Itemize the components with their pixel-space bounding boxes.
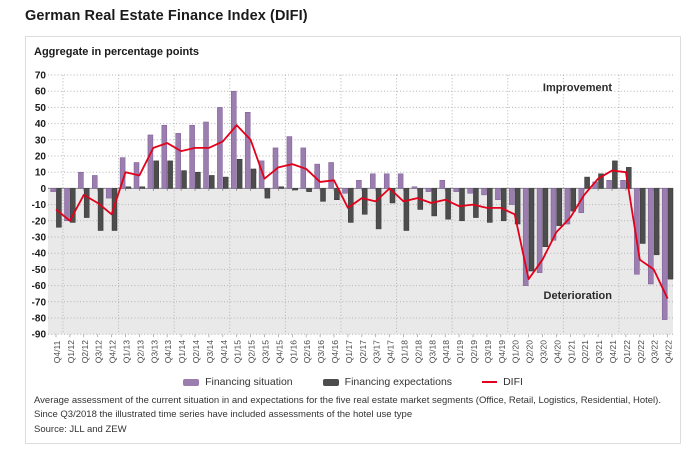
svg-text:Q1/13: Q1/13 bbox=[122, 340, 132, 363]
chart-legend: Financing situation Financing expectatio… bbox=[26, 376, 680, 388]
svg-text:Q3/20: Q3/20 bbox=[539, 340, 549, 363]
svg-text:-50: -50 bbox=[32, 265, 46, 276]
difi-chart: 70 60 50 40 30 20 10 0 -10 -20 -30 -40 -50 -60 -70 -80 -… bbox=[32, 71, 674, 364]
legend-label: DIFI bbox=[503, 376, 523, 388]
svg-text:Q4/13: Q4/13 bbox=[163, 340, 173, 363]
svg-text:Q3/15: Q3/15 bbox=[261, 340, 271, 363]
svg-text:Q3/19: Q3/19 bbox=[483, 340, 493, 363]
svg-text:Q2/15: Q2/15 bbox=[247, 340, 257, 363]
deterioration-label: Deterioration bbox=[544, 290, 613, 302]
legend-label: Financing situation bbox=[205, 376, 293, 388]
svg-text:Q3/13: Q3/13 bbox=[149, 340, 159, 363]
svg-text:Q4/22: Q4/22 bbox=[664, 340, 674, 363]
svg-text:Q1/16: Q1/16 bbox=[288, 340, 298, 363]
svg-text:Q3/22: Q3/22 bbox=[650, 340, 660, 363]
page-title: German Real Estate Finance Index (DIFI) bbox=[25, 8, 308, 24]
svg-text:-70: -70 bbox=[32, 297, 46, 308]
svg-text:-40: -40 bbox=[32, 249, 46, 260]
svg-text:Q3/16: Q3/16 bbox=[316, 340, 326, 363]
svg-text:Q2/19: Q2/19 bbox=[469, 340, 479, 363]
svg-text:40: 40 bbox=[35, 119, 47, 130]
legend-item-financing-situation: Financing situation bbox=[183, 376, 293, 388]
chart-subtitle: Aggregate in percentage points bbox=[34, 46, 200, 58]
svg-text:-10: -10 bbox=[32, 200, 46, 211]
financing-situation-swatch bbox=[183, 378, 200, 386]
legend-label: Financing expectations bbox=[344, 376, 453, 388]
svg-text:-20: -20 bbox=[32, 216, 46, 227]
legend-item-financing-expectations: Financing expectations bbox=[322, 376, 453, 388]
svg-text:Q4/15: Q4/15 bbox=[274, 340, 284, 363]
svg-text:-60: -60 bbox=[32, 281, 46, 292]
svg-text:Q4/18: Q4/18 bbox=[441, 340, 451, 363]
source-line: Source: JLL and ZEW bbox=[34, 423, 127, 435]
footnote-line: Since Q3/2018 the illustrated time serie… bbox=[34, 409, 413, 421]
svg-text:60: 60 bbox=[35, 87, 47, 98]
svg-text:-80: -80 bbox=[32, 314, 46, 325]
svg-text:Q2/21: Q2/21 bbox=[580, 340, 590, 363]
svg-text:Q3/17: Q3/17 bbox=[372, 340, 382, 363]
svg-text:50: 50 bbox=[35, 103, 47, 114]
improvement-label: Improvement bbox=[543, 82, 612, 94]
svg-text:20: 20 bbox=[35, 152, 47, 163]
svg-text:Q1/20: Q1/20 bbox=[511, 340, 521, 363]
footnote-line: Average assessment of the current situat… bbox=[34, 395, 661, 406]
svg-text:Q4/17: Q4/17 bbox=[386, 340, 396, 363]
svg-text:Q1/18: Q1/18 bbox=[400, 340, 410, 363]
svg-text:Q1/15: Q1/15 bbox=[233, 340, 243, 363]
svg-text:Q4/20: Q4/20 bbox=[552, 340, 562, 363]
svg-text:Q1/19: Q1/19 bbox=[455, 340, 465, 363]
svg-text:Q4/21: Q4/21 bbox=[608, 340, 618, 363]
svg-text:Q3/12: Q3/12 bbox=[94, 340, 104, 363]
svg-text:Q2/17: Q2/17 bbox=[358, 340, 368, 363]
svg-text:70: 70 bbox=[35, 71, 47, 82]
svg-text:Q3/18: Q3/18 bbox=[427, 340, 437, 363]
financing-expectations-swatch bbox=[322, 378, 339, 386]
svg-text:Q4/12: Q4/12 bbox=[108, 340, 118, 363]
svg-text:Q3/21: Q3/21 bbox=[594, 340, 604, 363]
svg-text:Q2/13: Q2/13 bbox=[135, 340, 145, 363]
svg-text:-30: -30 bbox=[32, 233, 46, 244]
chart-footnotes: Average assessment of the current situat… bbox=[34, 394, 674, 437]
svg-text:Q2/14: Q2/14 bbox=[191, 340, 201, 363]
svg-text:10: 10 bbox=[35, 168, 47, 179]
svg-text:Q4/11: Q4/11 bbox=[52, 340, 62, 363]
svg-text:0: 0 bbox=[40, 184, 46, 195]
svg-text:Q2/12: Q2/12 bbox=[80, 340, 90, 363]
svg-text:Q4/14: Q4/14 bbox=[219, 340, 229, 363]
svg-text:Q2/18: Q2/18 bbox=[413, 340, 423, 363]
svg-text:Q1/22: Q1/22 bbox=[622, 340, 632, 363]
svg-text:Q3/14: Q3/14 bbox=[205, 340, 215, 363]
difi-line bbox=[55, 124, 669, 299]
legend-item-difi: DIFI bbox=[482, 376, 523, 388]
bars bbox=[50, 90, 674, 320]
difi-line-swatch bbox=[482, 381, 498, 383]
svg-text:-90: -90 bbox=[32, 330, 46, 341]
svg-text:30: 30 bbox=[35, 135, 47, 146]
chart-panel: Aggregate in percentage points 70 60 50 40 3… bbox=[25, 36, 681, 444]
chart-plot-area: 70 60 50 40 30 20 10 0 -10 -20 -30 -40 -50 -60 -70 -80 -… bbox=[32, 71, 674, 364]
svg-text:Q1/12: Q1/12 bbox=[66, 340, 76, 363]
svg-text:Q2/22: Q2/22 bbox=[636, 340, 646, 363]
svg-text:Q1/17: Q1/17 bbox=[344, 340, 354, 363]
svg-text:Q1/14: Q1/14 bbox=[177, 340, 187, 363]
svg-text:Q2/16: Q2/16 bbox=[302, 340, 312, 363]
svg-text:Q1/21: Q1/21 bbox=[566, 340, 576, 363]
svg-text:Q2/20: Q2/20 bbox=[525, 340, 535, 363]
svg-text:Q4/19: Q4/19 bbox=[497, 340, 507, 363]
svg-text:Q4/16: Q4/16 bbox=[330, 340, 340, 363]
